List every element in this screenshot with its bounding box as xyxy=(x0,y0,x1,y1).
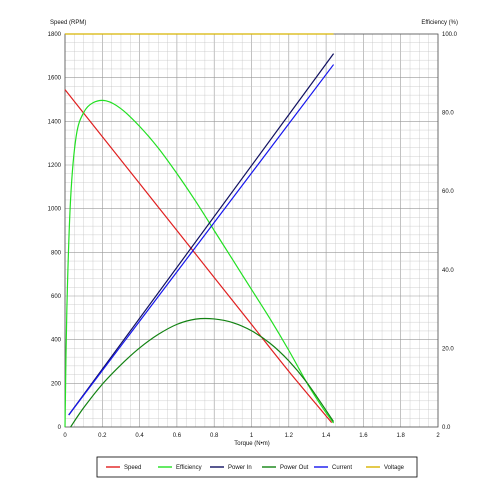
right-tick-label: 80.0 xyxy=(442,111,454,117)
left-axis-title: Speed (RPM) xyxy=(50,20,86,26)
legend-label-voltage: Voltage xyxy=(384,465,405,471)
x-tick-label: 1.6 xyxy=(359,433,368,439)
left-tick-label: 400 xyxy=(51,338,62,344)
right-tick-label: 100.0 xyxy=(442,32,458,38)
legend-label-efficiency: Efficiency xyxy=(176,465,202,471)
x-axis-title: Torque (N•m) xyxy=(234,441,269,447)
series-lines xyxy=(64,33,335,428)
left-tick-label: 0 xyxy=(58,425,62,431)
legend-label-current: Current xyxy=(332,465,352,471)
x-tick-label: 1 xyxy=(250,433,254,439)
left-tick-labels: 0 200 400 600 800 1000 1200 1400 1600 1800 xyxy=(48,32,62,431)
x-tick-label: 2 xyxy=(436,433,440,439)
x-tick-label: 1.2 xyxy=(285,433,294,439)
right-tick-label: 40.0 xyxy=(442,268,454,274)
x-tick-label: 1.4 xyxy=(322,433,331,439)
series-line-efficiency xyxy=(64,99,335,428)
series-line-current xyxy=(68,64,335,416)
x-tick-label: 0.2 xyxy=(98,433,107,439)
legend-box xyxy=(96,456,418,478)
right-axis-title: Efficiency (%) xyxy=(421,20,458,26)
legend-label-speed: Speed xyxy=(124,465,141,471)
left-tick-label: 200 xyxy=(51,381,62,387)
left-tick-label: 1400 xyxy=(48,119,62,125)
right-tick-label: 20.0 xyxy=(442,346,454,352)
series-line-power-in xyxy=(68,53,335,416)
grid xyxy=(64,33,439,428)
right-tick-labels: 0.0 20.0 40.0 60.0 80.0 100.0 xyxy=(442,32,458,431)
left-tick-label: 1200 xyxy=(48,163,62,169)
left-tick-label: 1000 xyxy=(48,207,62,213)
legend: Speed Efficiency Power In Power Out Current V… xyxy=(96,456,418,478)
legend-label-power-in: Power In xyxy=(228,465,252,471)
left-tick-label: 600 xyxy=(51,294,62,300)
legend-label-power-out: Power Out xyxy=(280,465,309,471)
right-tick-label: 0.0 xyxy=(442,425,451,431)
left-tick-label: 1800 xyxy=(48,32,62,38)
series-line-power-out xyxy=(70,317,335,428)
x-tick-labels: 0 0.2 0.4 0.6 0.8 1 1.2 1.4 1.6 1.8 2 xyxy=(63,433,440,439)
x-tick-label: 0 xyxy=(63,433,67,439)
x-tick-label: 0.6 xyxy=(173,433,182,439)
left-tick-label: 1600 xyxy=(48,76,62,82)
x-tick-label: 1.8 xyxy=(397,433,406,439)
x-tick-label: 0.4 xyxy=(135,433,144,439)
series-line-speed xyxy=(64,89,333,424)
right-tick-label: 60.0 xyxy=(442,189,454,195)
x-tick-label: 0.8 xyxy=(210,433,219,439)
left-tick-label: 800 xyxy=(51,250,62,256)
